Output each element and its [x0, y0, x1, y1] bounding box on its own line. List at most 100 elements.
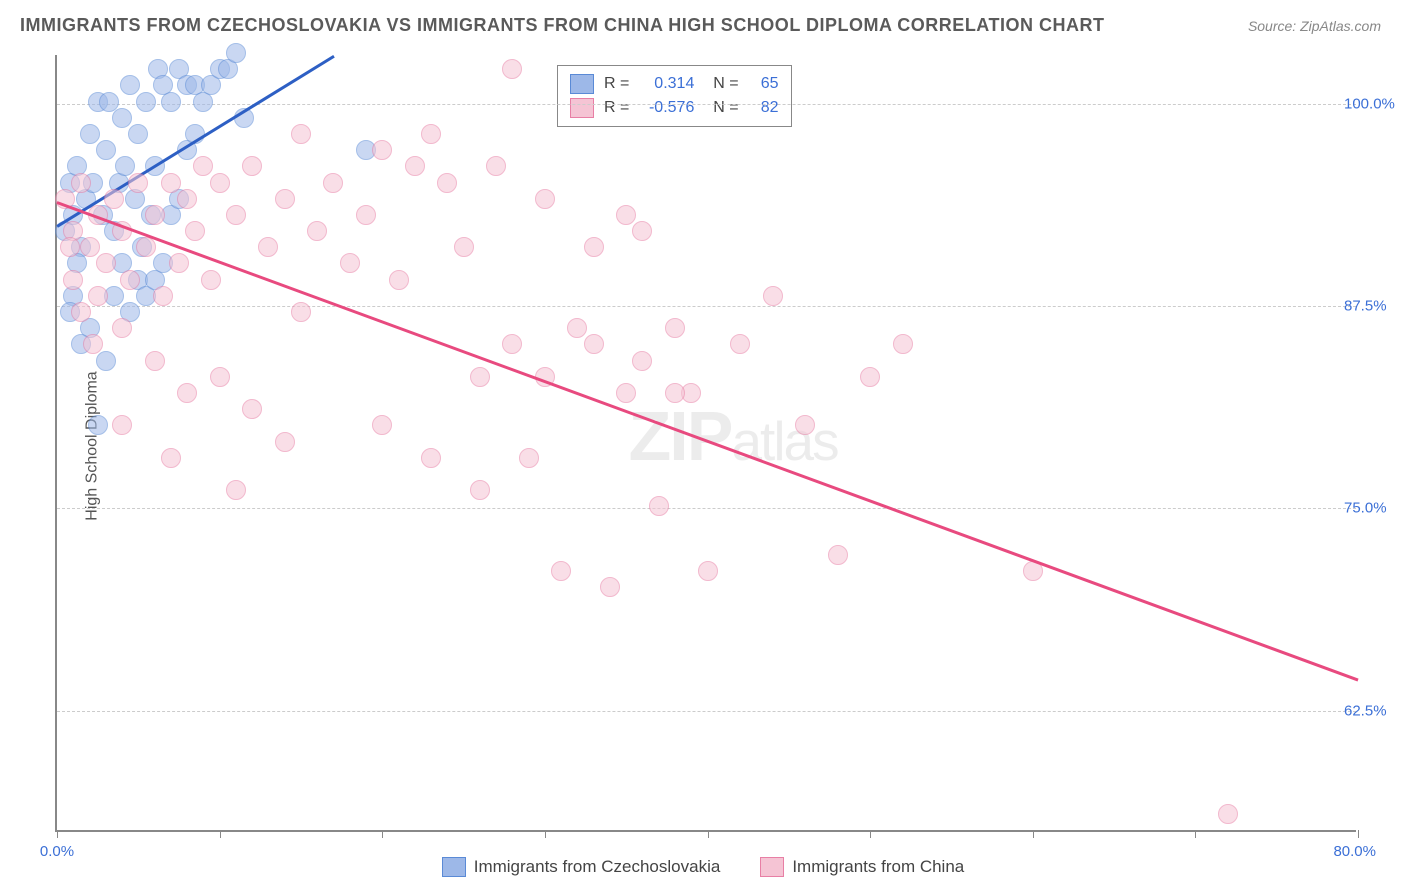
scatter-point — [136, 92, 156, 112]
scatter-point — [63, 270, 83, 290]
y-tick-label: 75.0% — [1344, 500, 1404, 517]
x-tick — [382, 830, 383, 838]
scatter-point — [226, 205, 246, 225]
scatter-point — [372, 140, 392, 160]
scatter-point — [795, 415, 815, 435]
scatter-point — [486, 156, 506, 176]
r-value: -0.576 — [639, 99, 694, 117]
scatter-point — [307, 221, 327, 241]
scatter-point — [136, 237, 156, 257]
x-tick — [220, 830, 221, 838]
scatter-point — [226, 480, 246, 500]
scatter-point — [112, 318, 132, 338]
scatter-point — [632, 221, 652, 241]
scatter-point — [730, 334, 750, 354]
scatter-point — [600, 577, 620, 597]
scatter-point — [60, 237, 80, 257]
scatter-point — [210, 173, 230, 193]
x-tick — [57, 830, 58, 838]
n-value: 82 — [749, 99, 779, 117]
scatter-point — [502, 59, 522, 79]
scatter-point — [275, 432, 295, 452]
stats-legend-row: R = 0.314 N = 65 — [570, 72, 779, 96]
watermark: ZIPatlas — [629, 396, 838, 476]
y-tick-label: 62.5% — [1344, 702, 1404, 719]
scatter-point — [698, 561, 718, 581]
scatter-point — [128, 173, 148, 193]
r-label: R = — [604, 99, 629, 117]
legend-swatch — [442, 857, 466, 877]
series-legend: Immigrants from Czechoslovakia Immigrants… — [0, 857, 1406, 877]
scatter-point — [291, 124, 311, 144]
scatter-point — [161, 173, 181, 193]
scatter-point — [502, 334, 522, 354]
r-label: R = — [604, 75, 629, 93]
n-value: 65 — [749, 75, 779, 93]
scatter-point — [71, 173, 91, 193]
scatter-point — [177, 189, 197, 209]
scatter-point — [291, 302, 311, 322]
scatter-point — [616, 205, 636, 225]
scatter-point — [389, 270, 409, 290]
correlation-stats-legend: R =0.314 N =65R =-0.576 N =82 — [557, 65, 792, 127]
scatter-point — [470, 367, 490, 387]
scatter-point — [356, 205, 376, 225]
scatter-point — [470, 480, 490, 500]
scatter-point — [128, 124, 148, 144]
gridline — [57, 508, 1356, 509]
legend-label: Immigrants from Czechoslovakia — [474, 857, 721, 877]
scatter-point — [584, 237, 604, 257]
scatter-point — [551, 561, 571, 581]
scatter-point — [275, 189, 295, 209]
n-label: N = — [704, 75, 738, 93]
scatter-point — [567, 318, 587, 338]
gridline — [57, 711, 1356, 712]
scatter-point — [104, 189, 124, 209]
scatter-point — [88, 286, 108, 306]
scatter-point — [340, 253, 360, 273]
scatter-point — [193, 156, 213, 176]
scatter-point — [242, 156, 262, 176]
scatter-point — [161, 92, 181, 112]
scatter-point — [665, 318, 685, 338]
scatter-point — [405, 156, 425, 176]
scatter-point — [120, 270, 140, 290]
scatter-point — [201, 270, 221, 290]
scatter-point — [226, 43, 246, 63]
scatter-point — [96, 351, 116, 371]
scatter-point — [1218, 804, 1238, 824]
scatter-point — [177, 383, 197, 403]
scatter-point — [860, 367, 880, 387]
scatter-point — [96, 253, 116, 273]
scatter-point — [763, 286, 783, 306]
legend-swatch — [760, 857, 784, 877]
gridline — [57, 306, 1356, 307]
scatter-point — [535, 189, 555, 209]
scatter-point — [584, 334, 604, 354]
scatter-point — [632, 351, 652, 371]
scatter-point — [665, 383, 685, 403]
scatter-point — [437, 173, 457, 193]
scatter-point — [71, 302, 91, 322]
x-tick — [708, 830, 709, 838]
legend-item: Immigrants from China — [760, 857, 964, 877]
y-tick-label: 87.5% — [1344, 297, 1404, 314]
scatter-point — [454, 237, 474, 257]
x-tick — [870, 830, 871, 838]
scatter-point — [242, 399, 262, 419]
x-tick — [1195, 830, 1196, 838]
scatter-point — [185, 221, 205, 241]
scatter-point — [112, 108, 132, 128]
scatter-point — [169, 253, 189, 273]
scatter-point — [372, 415, 392, 435]
r-value: 0.314 — [639, 75, 694, 93]
legend-label: Immigrants from China — [792, 857, 964, 877]
legend-swatch — [570, 74, 594, 94]
scatter-point — [88, 415, 108, 435]
source-attribution: Source: ZipAtlas.com — [1248, 18, 1381, 34]
scatter-point — [112, 415, 132, 435]
scatter-point — [96, 140, 116, 160]
scatter-point — [145, 205, 165, 225]
scatter-point — [616, 383, 636, 403]
scatter-point — [421, 124, 441, 144]
